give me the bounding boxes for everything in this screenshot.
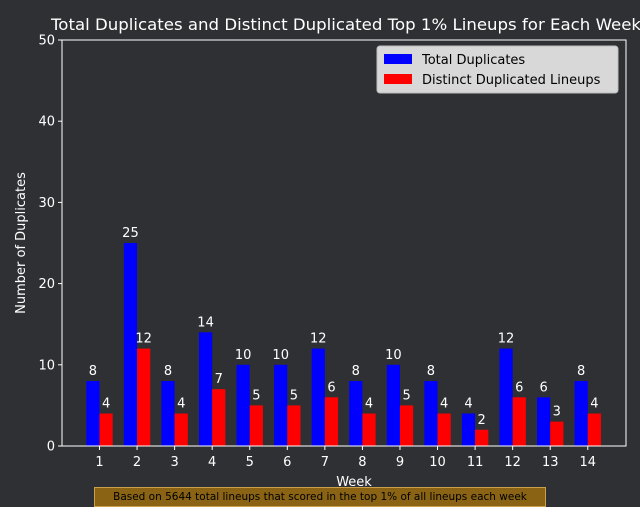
data-label-distinct-week-9: 5 xyxy=(402,388,410,403)
bar-distinct-week-9 xyxy=(399,405,414,446)
data-label-total-week-3: 8 xyxy=(164,364,172,379)
data-label-distinct-week-5: 5 xyxy=(252,388,260,403)
bar-total-week-9 xyxy=(386,364,400,446)
data-label-total-week-12: 12 xyxy=(498,332,515,347)
bar-distinct-week-6 xyxy=(287,405,301,446)
data-label-total-week-6: 10 xyxy=(272,348,289,363)
plot-frame xyxy=(61,39,627,447)
y-tick-label: 20 xyxy=(38,277,55,292)
legend-swatch-distinct xyxy=(384,74,412,84)
bar-total-week-6 xyxy=(274,364,288,446)
bar-distinct-week-14 xyxy=(587,413,601,446)
data-label-distinct-week-4: 7 xyxy=(215,372,223,387)
data-label-distinct-week-6: 5 xyxy=(290,388,298,403)
x-tick-label-week-4: 4 xyxy=(208,455,216,470)
x-tick-label-week-14: 14 xyxy=(580,455,597,470)
bar-total-week-1 xyxy=(86,381,100,446)
data-label-total-week-9: 10 xyxy=(385,348,402,363)
data-label-total-week-11: 4 xyxy=(464,397,472,412)
bar-distinct-week-4 xyxy=(212,389,226,446)
bar-total-week-5 xyxy=(236,364,250,446)
data-label-distinct-week-1: 4 xyxy=(102,397,110,412)
bar-distinct-week-13 xyxy=(550,421,564,446)
data-label-total-week-4: 14 xyxy=(197,315,214,330)
bar-total-week-3 xyxy=(161,381,175,446)
bar-distinct-week-3 xyxy=(174,413,188,446)
data-label-total-week-2: 25 xyxy=(122,226,139,241)
bar-total-week-14 xyxy=(574,381,588,446)
bar-total-week-2 xyxy=(123,243,138,446)
x-axis-label: Week xyxy=(336,475,372,490)
data-label-total-week-14: 8 xyxy=(577,364,585,379)
data-label-distinct-week-3: 4 xyxy=(177,397,185,412)
x-tick-label-week-8: 8 xyxy=(358,455,366,470)
x-tick-label-week-3: 3 xyxy=(170,455,178,470)
data-label-distinct-week-13: 3 xyxy=(553,405,561,420)
bar-total-week-7 xyxy=(311,348,325,446)
data-label-distinct-week-8: 4 xyxy=(365,397,373,412)
x-tick-label-week-13: 13 xyxy=(542,455,559,470)
legend: Total Duplicates Distinct Duplicated Line… xyxy=(376,45,619,94)
bar-distinct-week-10 xyxy=(437,413,451,446)
chart-title: Total Duplicates and Distinct Duplicated… xyxy=(50,15,640,34)
x-tick-label-week-1: 1 xyxy=(95,455,103,470)
y-tick-label: 40 xyxy=(38,115,55,130)
bar-total-week-12 xyxy=(499,348,513,446)
x-tick-label-week-9: 9 xyxy=(396,455,404,470)
bar-distinct-week-11 xyxy=(475,429,489,446)
legend-box xyxy=(376,45,619,94)
data-label-distinct-week-10: 4 xyxy=(440,397,448,412)
y-tick-label: 10 xyxy=(38,358,55,373)
footnote-text: Based on 5644 total lineups that scored … xyxy=(113,491,527,503)
data-label-distinct-week-11: 2 xyxy=(478,413,486,428)
y-axis-label: Number of Duplicates xyxy=(14,172,29,314)
data-label-distinct-week-14: 4 xyxy=(590,397,598,412)
data-label-total-week-7: 12 xyxy=(310,332,327,347)
data-label-total-week-8: 8 xyxy=(352,364,360,379)
data-label-total-week-5: 10 xyxy=(235,348,252,363)
x-tick-label-week-12: 12 xyxy=(504,455,521,470)
bar-total-week-10 xyxy=(424,381,438,446)
x-tick-label-week-2: 2 xyxy=(133,455,141,470)
y-tick-label: 30 xyxy=(38,196,55,211)
legend-label-distinct: Distinct Duplicated Lineups xyxy=(422,73,601,88)
x-tick-label-week-6: 6 xyxy=(283,455,291,470)
bar-distinct-week-5 xyxy=(249,405,263,446)
bar-distinct-week-8 xyxy=(362,413,376,446)
legend-label-total: Total Duplicates xyxy=(421,53,525,68)
y-tick-label: 0 xyxy=(47,440,55,455)
data-label-total-week-13: 6 xyxy=(539,380,547,395)
data-label-total-week-10: 8 xyxy=(427,364,435,379)
bar-distinct-week-7 xyxy=(324,397,339,446)
y-tick-label: 50 xyxy=(38,34,55,49)
bar-total-week-11 xyxy=(461,413,476,446)
data-label-distinct-week-7: 6 xyxy=(327,380,335,395)
bar-total-week-4 xyxy=(198,332,213,446)
x-tick-label-week-11: 11 xyxy=(467,455,484,470)
bar-total-week-8 xyxy=(349,381,363,446)
bar-distinct-week-2 xyxy=(137,348,151,446)
bar-distinct-week-12 xyxy=(512,397,526,446)
bar-distinct-week-1 xyxy=(99,413,113,446)
data-label-distinct-week-12: 6 xyxy=(515,380,523,395)
footnote-box: Based on 5644 total lineups that scored … xyxy=(94,487,546,507)
x-tick-label-week-10: 10 xyxy=(429,455,446,470)
data-label-distinct-week-2: 12 xyxy=(135,332,152,347)
data-label-total-week-1: 8 xyxy=(89,364,97,379)
bar-total-week-13 xyxy=(537,397,551,446)
legend-swatch-total xyxy=(384,54,412,64)
x-tick-label-week-7: 7 xyxy=(321,455,329,470)
x-tick-label-week-5: 5 xyxy=(246,455,254,470)
